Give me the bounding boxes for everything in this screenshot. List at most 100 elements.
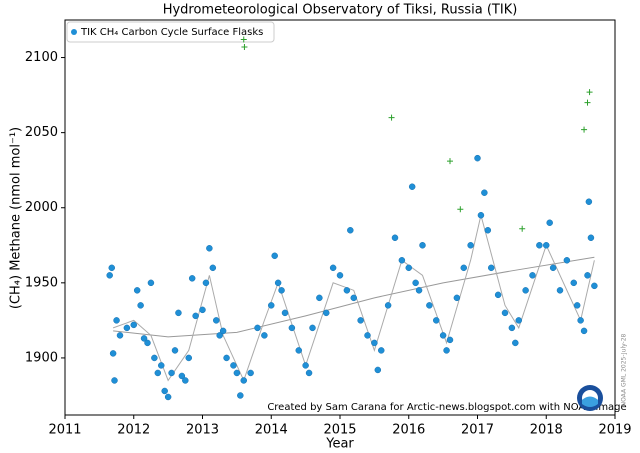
point (151, 354, 158, 362)
point (371, 339, 378, 347)
outlier (586, 89, 593, 96)
point (130, 321, 137, 329)
outlier (241, 44, 248, 51)
point (577, 317, 584, 324)
point (278, 287, 285, 294)
y-tick-label: 2100 (25, 50, 58, 65)
legend-marker (71, 29, 77, 35)
point (182, 377, 189, 384)
y-tick-label: 1950 (25, 275, 58, 290)
point (223, 354, 230, 362)
point (164, 393, 172, 401)
point (391, 234, 399, 242)
point (147, 279, 155, 287)
point (219, 327, 227, 335)
point (546, 219, 553, 227)
legend-label: TIK CH₄ Carbon Cycle Surface Flasks (80, 27, 263, 38)
x-tick-label: 2014 (255, 423, 288, 438)
point (488, 264, 495, 272)
point (543, 242, 550, 249)
point (123, 324, 131, 332)
point (288, 324, 296, 332)
point (268, 302, 275, 309)
point (591, 282, 598, 290)
point (274, 279, 282, 287)
side-note: NOAA GML 2025-July-28 (621, 333, 628, 406)
plot-frame (64, 19, 616, 416)
outlier (584, 99, 591, 106)
point (116, 332, 124, 339)
y-tick-label: 2000 (25, 200, 58, 215)
chart-title: Hydrometeorological Observatory of Tiksi… (163, 3, 518, 18)
y-axis-label: (CH₄) Methane (nmol mol⁻¹) (9, 127, 24, 309)
point (412, 279, 419, 287)
x-tick-label: 2013 (186, 423, 219, 438)
outlier (240, 36, 247, 43)
point (233, 369, 241, 377)
point (254, 324, 261, 332)
point (168, 369, 175, 377)
point (443, 347, 450, 354)
point (408, 183, 416, 190)
point (374, 366, 382, 374)
point (580, 327, 588, 335)
point (109, 350, 117, 357)
x-tick-label: 2018 (530, 423, 563, 438)
point (216, 332, 223, 339)
point (501, 309, 509, 317)
point (336, 272, 344, 279)
point (343, 287, 351, 294)
point (230, 362, 237, 369)
x-tick-label: 2015 (323, 423, 356, 438)
x-tick-label: 2012 (117, 423, 150, 438)
point (106, 272, 113, 279)
point (426, 302, 433, 309)
point (113, 317, 120, 324)
point (398, 257, 406, 264)
point (419, 242, 426, 249)
point (158, 362, 165, 369)
point (384, 302, 392, 309)
point (329, 264, 337, 272)
point (522, 287, 529, 294)
point (316, 294, 323, 302)
point (323, 309, 330, 317)
point (302, 362, 309, 369)
x-tick-label: 2016 (392, 423, 425, 438)
point (309, 324, 316, 332)
point (161, 387, 168, 395)
y-tick-label: 1900 (25, 350, 58, 365)
point (484, 227, 492, 234)
point (347, 227, 354, 234)
point (460, 264, 467, 272)
point (144, 339, 151, 347)
point (305, 369, 313, 377)
point (357, 317, 364, 324)
point (364, 332, 371, 339)
point (573, 302, 581, 309)
point (515, 317, 522, 324)
point (108, 264, 115, 272)
point (188, 275, 196, 282)
point (563, 257, 571, 264)
point (508, 324, 516, 332)
point (199, 306, 206, 314)
point (213, 317, 220, 324)
outlier (447, 158, 453, 165)
curve (113, 256, 595, 338)
y-tick-label: 2050 (25, 125, 58, 140)
x-tick-label: 2019 (598, 423, 631, 438)
point (494, 291, 502, 299)
point (154, 369, 162, 377)
point (433, 317, 440, 324)
point (536, 242, 543, 249)
point (415, 287, 423, 294)
point (378, 347, 385, 354)
point (446, 336, 454, 344)
legend: TIK CH₄ Carbon Cycle Surface Flasks (66, 21, 275, 43)
point (587, 234, 595, 242)
noaa-logo (577, 385, 603, 411)
point (206, 245, 213, 252)
